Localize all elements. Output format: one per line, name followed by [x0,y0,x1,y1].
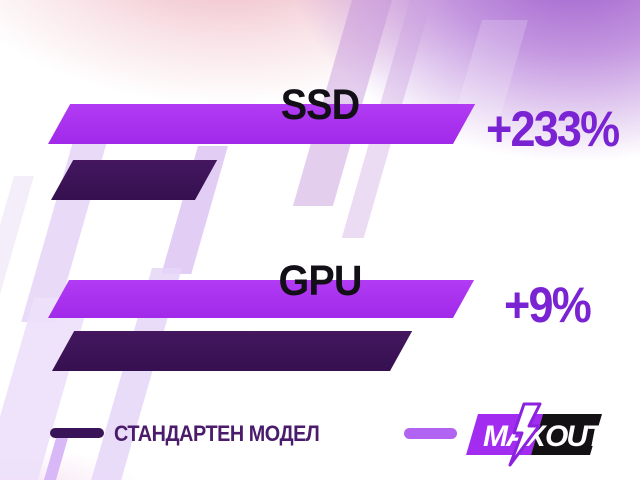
gpu-group-title: GPU [278,256,363,305]
maxout-legend-swatch [404,428,457,439]
logo-out-text: OUT [545,420,607,453]
lightning-bolt-icon [508,402,542,467]
logo-black-panel [531,414,602,455]
standard-model-legend-label: СТАНДАРТЕН МОДЕЛ [114,421,320,446]
ssd-group-title: SSD [280,80,361,129]
ssd-gain-value: +233% [486,101,620,157]
maxout-logo: MAX OUT [466,402,609,467]
standard-model-legend-swatch [50,428,104,438]
gpu-gain-value: +9% [504,277,592,333]
